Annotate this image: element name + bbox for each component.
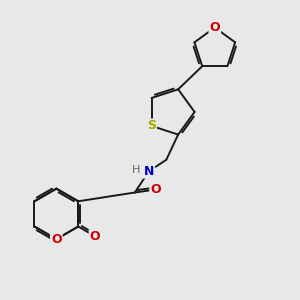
Text: O: O <box>150 183 161 196</box>
Text: O: O <box>90 230 100 243</box>
Text: N: N <box>144 165 154 178</box>
Text: O: O <box>51 233 62 246</box>
Text: S: S <box>147 119 156 132</box>
Text: H: H <box>132 165 141 175</box>
Text: O: O <box>209 21 220 34</box>
